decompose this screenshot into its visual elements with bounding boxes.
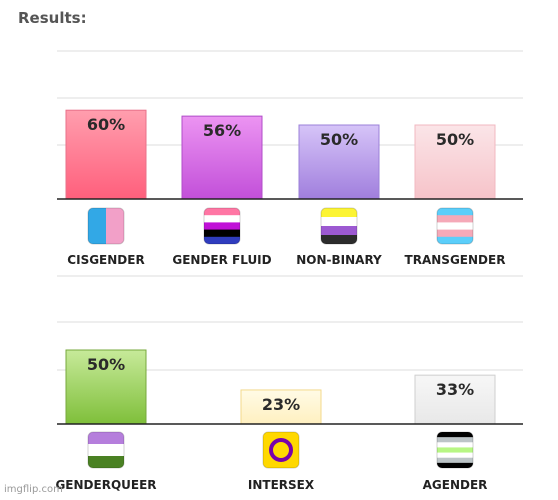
bar-gender-fluid	[181, 115, 263, 200]
category-label: INTERSEX	[248, 478, 315, 492]
data-label: 33%	[436, 380, 474, 399]
category-label: NON-BINARY	[296, 253, 382, 267]
intersex-flag-icon	[263, 432, 299, 468]
bar-genderqueer	[65, 349, 147, 425]
genderqueer-flag-icon	[88, 432, 124, 468]
results-title: Results:	[18, 9, 87, 27]
category-label: GENDER FLUID	[172, 253, 271, 267]
category-label: CISGENDER	[67, 253, 144, 267]
data-label: 60%	[87, 115, 125, 134]
imgflip-watermark: imgflip.com	[4, 484, 63, 495]
data-label: 50%	[87, 355, 125, 374]
chart-panel-1: 60% CISGENDER 56% GENDER FLUID 50% NON-BINARY…	[57, 50, 523, 267]
data-label: 50%	[436, 130, 474, 149]
bar-transgender	[414, 124, 496, 200]
data-label: 50%	[320, 130, 358, 149]
gender-fluid-flag-icon	[204, 208, 240, 244]
agender-flag-icon	[437, 432, 473, 468]
data-label: 23%	[262, 395, 300, 414]
category-label: TRANSGENDER	[405, 253, 506, 267]
category-label: AGENDER	[423, 478, 488, 492]
category-label: GENDERQUEER	[55, 478, 156, 492]
chart-panel-2: 50% GENDERQUEER 23% INTERSEX 33% AGENDER	[55, 275, 523, 492]
transgender-flag-icon	[437, 208, 473, 244]
bar-agender	[414, 374, 496, 425]
non-binary-flag-icon	[321, 208, 357, 244]
data-label: 56%	[203, 121, 241, 140]
bar-intersex	[240, 389, 322, 425]
bar-cisgender	[65, 109, 147, 200]
cisgender-flag-icon	[88, 208, 124, 244]
